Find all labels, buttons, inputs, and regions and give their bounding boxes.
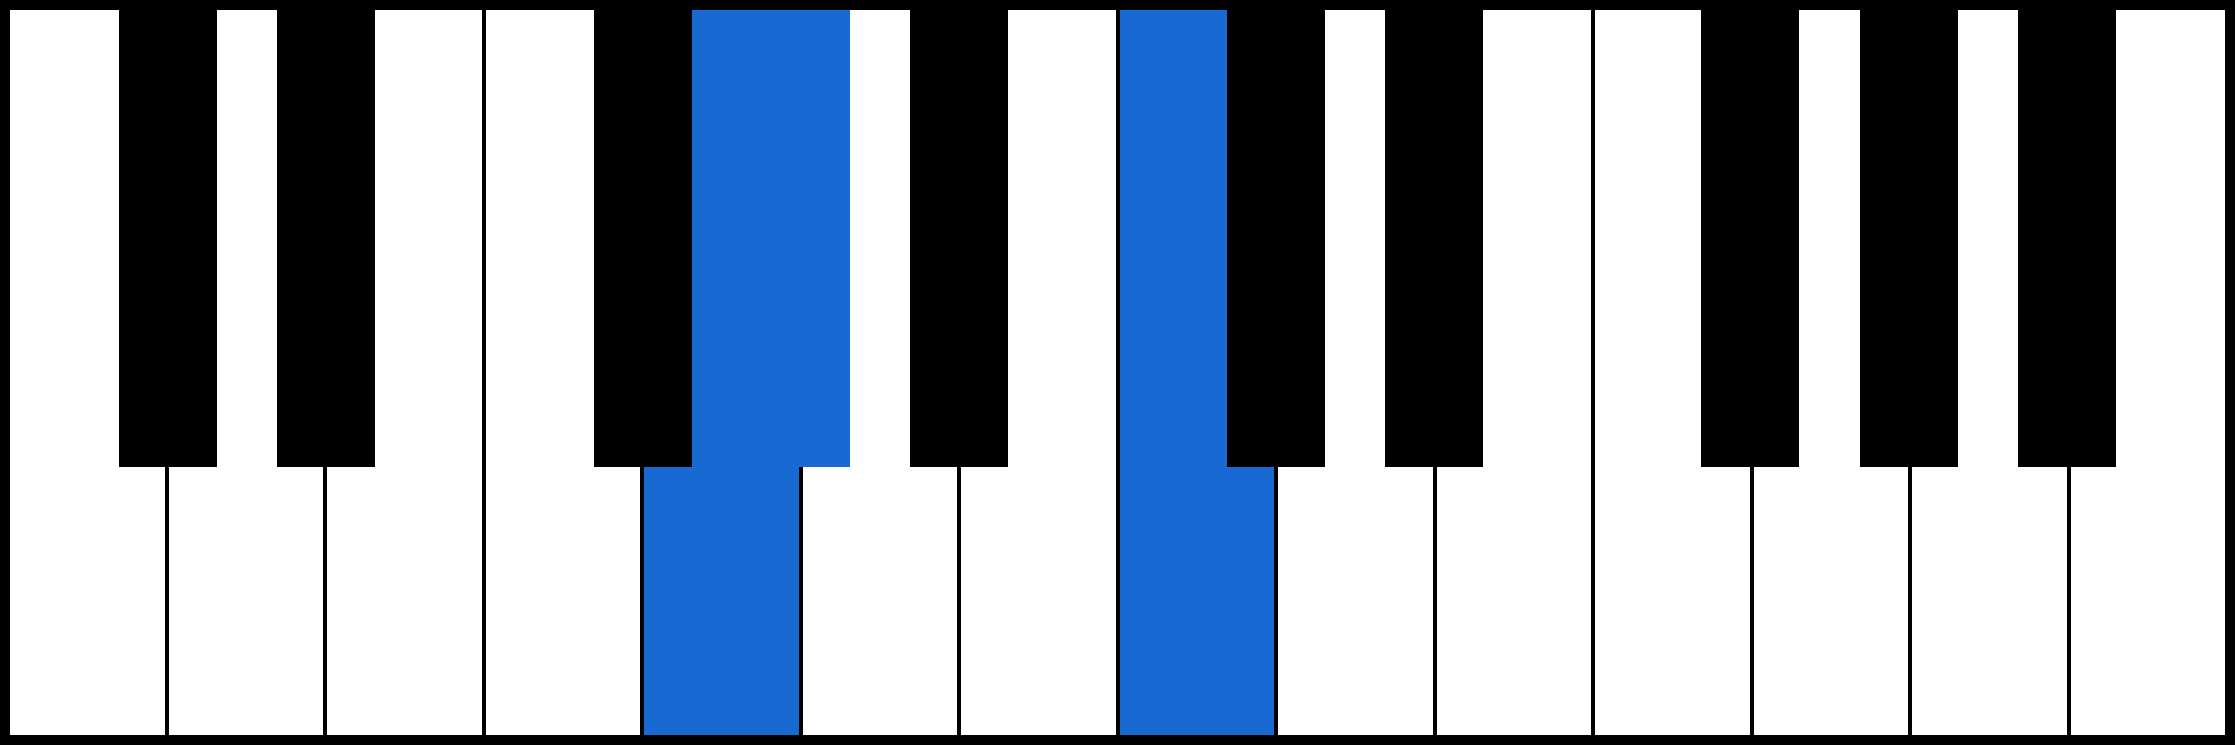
black-key-8[interactable] [1860, 10, 1958, 467]
black-key-1[interactable] [277, 10, 375, 467]
black-key-9[interactable] [2018, 10, 2116, 467]
black-key-5[interactable] [1227, 10, 1325, 467]
black-key-6[interactable] [1385, 10, 1483, 467]
black-key-0[interactable] [119, 10, 217, 467]
black-key-4[interactable] [910, 10, 1008, 467]
piano-keyboard [0, 0, 2235, 745]
black-key-7[interactable] [1701, 10, 1799, 467]
black-key-3[interactable] [752, 10, 850, 467]
black-key-2[interactable] [594, 10, 692, 467]
